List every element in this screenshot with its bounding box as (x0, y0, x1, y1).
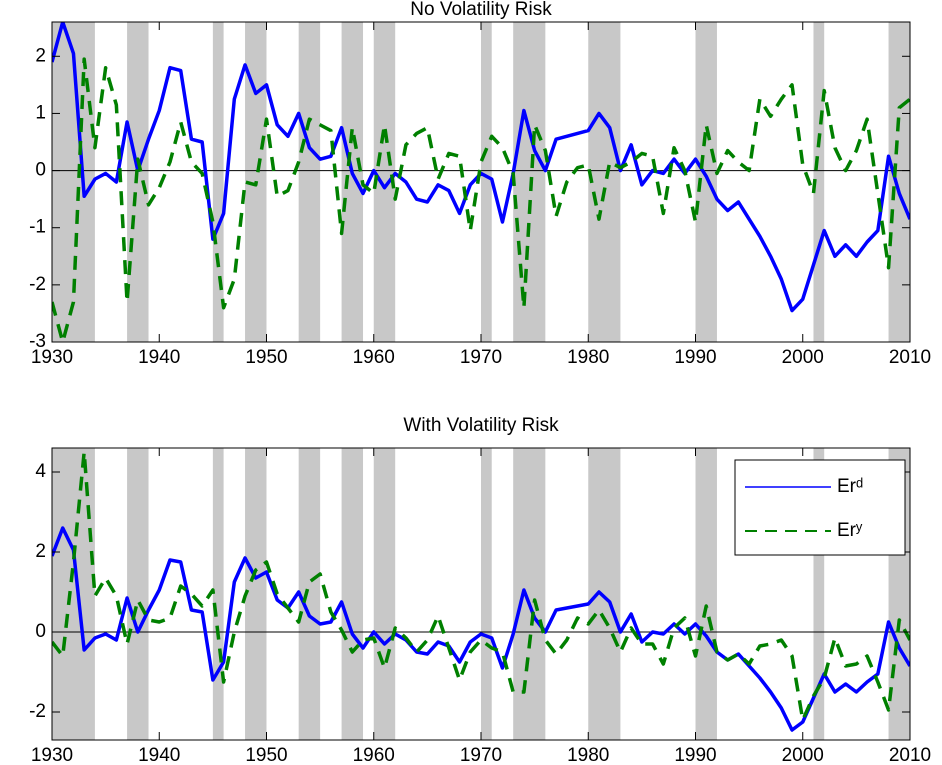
y-tick-label: 2 (35, 541, 46, 562)
shaded-period (588, 448, 621, 740)
shaded-period (813, 22, 825, 342)
x-tick-label: 2010 (889, 347, 931, 368)
y-tick-label: 4 (35, 461, 46, 482)
y-tick-label: -3 (29, 331, 46, 352)
x-tick-label: 2000 (782, 347, 824, 368)
shaded-period (695, 448, 717, 740)
shaded-period (695, 22, 717, 342)
shaded-period (373, 448, 396, 740)
x-tick-label: 1990 (674, 347, 716, 368)
x-tick-label: 1960 (353, 745, 395, 765)
shaded-period (341, 448, 364, 740)
shaded-period (373, 22, 396, 342)
shaded-period (588, 22, 621, 342)
legend-label: Erᵈ (837, 476, 863, 497)
series-line (52, 450, 910, 722)
shaded-period (127, 448, 149, 740)
y-tick-label: -2 (29, 274, 46, 295)
series-line (52, 57, 910, 342)
series-line (52, 526, 910, 732)
x-tick-label: 1990 (674, 745, 716, 765)
chart-title: With Volatility Risk (403, 415, 559, 436)
shaded-period (298, 448, 321, 740)
series-line (52, 22, 910, 313)
shaded-period (513, 448, 546, 740)
shaded-period (888, 22, 910, 342)
x-tick-label: 1980 (567, 347, 609, 368)
y-tick-label: -1 (29, 217, 46, 238)
shaded-period (212, 22, 224, 342)
x-tick-label: 2000 (782, 745, 824, 765)
shaded-period (481, 22, 492, 342)
legend-label: Erʸ (837, 520, 863, 541)
legend-box (734, 459, 906, 556)
shaded-period (212, 448, 224, 740)
x-tick-label: 1970 (460, 347, 502, 368)
y-tick-label: 2 (35, 45, 46, 66)
x-tick-label: 1940 (138, 347, 180, 368)
x-tick-label: 1950 (245, 347, 287, 368)
x-tick-label: 1950 (245, 745, 287, 765)
y-tick-label: 1 (35, 102, 46, 123)
chart-title: No Volatility Risk (410, 0, 552, 20)
x-tick-label: 1940 (138, 745, 180, 765)
x-tick-label: 1960 (353, 347, 395, 368)
shaded-period (245, 448, 267, 740)
y-tick-label: -2 (29, 701, 46, 722)
x-tick-label: 1970 (460, 745, 502, 765)
plot-area (52, 22, 910, 342)
shaded-period (813, 448, 825, 740)
x-tick-label: 2010 (889, 745, 931, 765)
y-tick-label: 0 (35, 160, 46, 181)
shaded-period (341, 22, 364, 342)
x-tick-label: 1930 (31, 745, 73, 765)
y-tick-label: 0 (35, 621, 46, 642)
x-tick-label: 1930 (31, 347, 73, 368)
shaded-period (52, 448, 95, 740)
shaded-period (481, 448, 492, 740)
shaded-period (298, 22, 321, 342)
plot-area (52, 448, 910, 740)
shaded-period (513, 22, 546, 342)
x-tick-label: 1980 (567, 745, 609, 765)
